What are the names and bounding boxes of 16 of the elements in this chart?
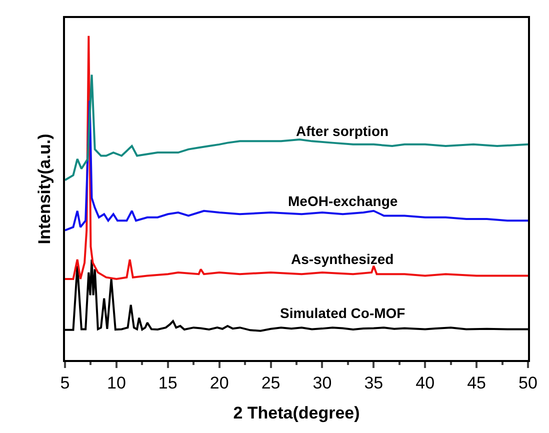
x-tick-label: 40 bbox=[416, 373, 435, 392]
x-tick-label: 30 bbox=[312, 373, 332, 392]
x-axis-title: 2 Theta(degree) bbox=[233, 403, 360, 422]
x-tick-label: 10 bbox=[106, 373, 126, 392]
x-tick-label: 45 bbox=[467, 373, 486, 392]
x-tick-label: 5 bbox=[60, 373, 70, 392]
y-axis-title: Intensity(a.u.) bbox=[35, 134, 54, 244]
series-label: MeOH-exchange bbox=[288, 193, 398, 209]
x-tick-label: 50 bbox=[518, 373, 538, 392]
series-label: As-synthesized bbox=[291, 251, 394, 267]
series-label: After sorption bbox=[296, 123, 389, 139]
x-tick-label: 20 bbox=[210, 373, 229, 392]
series-label: Simulated Co-MOF bbox=[280, 305, 406, 321]
x-tick-label: 25 bbox=[261, 373, 280, 392]
x-tick-label: 15 bbox=[158, 373, 178, 392]
x-tick-label: 35 bbox=[364, 373, 384, 392]
